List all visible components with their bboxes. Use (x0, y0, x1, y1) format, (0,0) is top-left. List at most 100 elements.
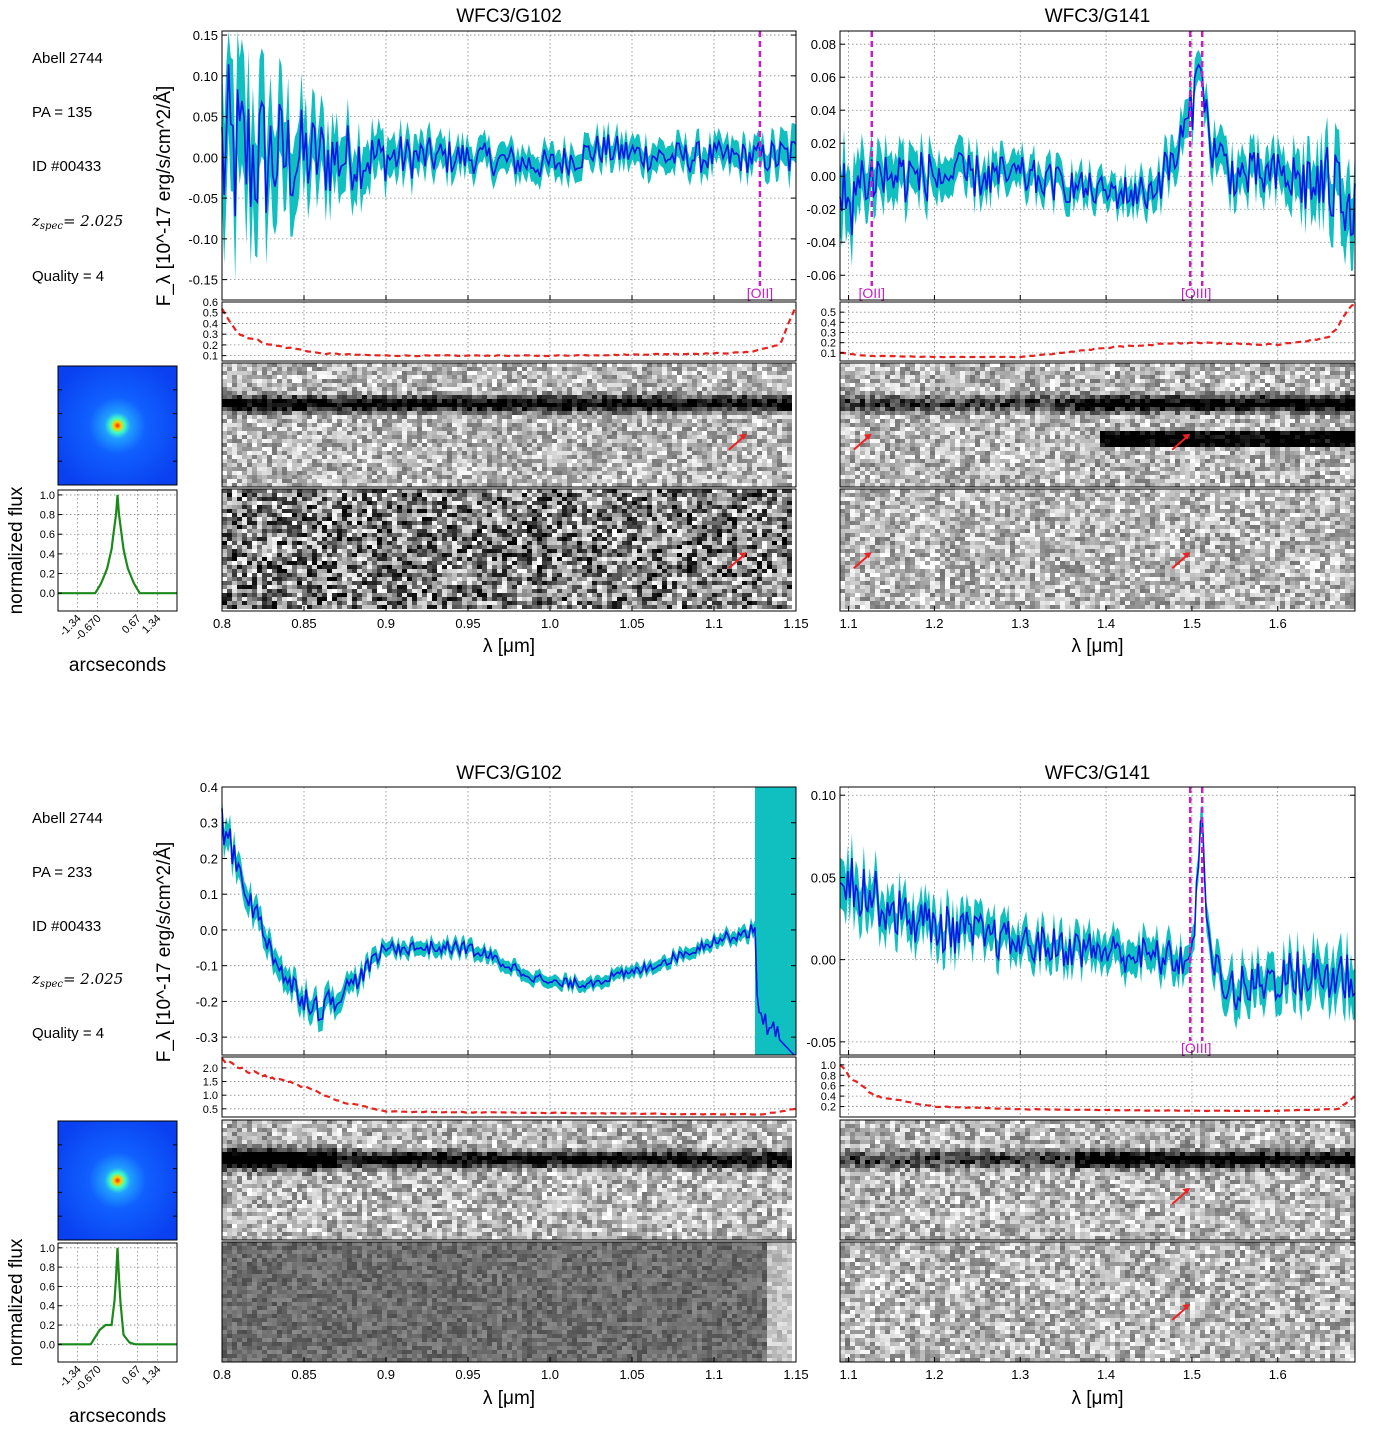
pixel (557, 479, 562, 483)
pixel (422, 513, 427, 517)
pixel (517, 419, 522, 423)
contam-tick-label: 0.4 (203, 318, 218, 330)
pixel (632, 431, 637, 435)
pixel (352, 471, 357, 475)
pixel (392, 541, 397, 545)
pixel (652, 537, 657, 541)
pixel (632, 407, 637, 411)
pixel (382, 459, 387, 463)
pixel (362, 443, 367, 447)
pixel (757, 415, 762, 419)
pixel (427, 463, 432, 467)
pixel (607, 375, 612, 379)
pixel (477, 367, 482, 371)
pixel (752, 395, 757, 399)
pixel (592, 459, 597, 463)
pixel (292, 537, 297, 541)
pixel (267, 443, 272, 447)
pixel (607, 383, 612, 387)
pixel (752, 509, 757, 513)
pixel (312, 435, 317, 439)
pixel (427, 367, 432, 371)
pixel (342, 447, 347, 451)
pixel (327, 387, 332, 391)
pixel (307, 517, 312, 521)
pixel (322, 501, 327, 505)
pixel (357, 505, 362, 509)
pixel (782, 505, 787, 509)
pixel (327, 403, 332, 407)
pixel (777, 447, 782, 451)
pixel (467, 407, 472, 411)
pixel (657, 451, 662, 455)
pixel (367, 537, 372, 541)
pixel (362, 533, 367, 537)
pixel (592, 537, 597, 541)
pixel (267, 513, 272, 517)
pixel (612, 371, 617, 375)
pixel (557, 443, 562, 447)
pixel (232, 411, 237, 415)
pixel (247, 537, 252, 541)
pixel (697, 505, 702, 509)
pixel (627, 447, 632, 451)
pixel (667, 517, 672, 521)
pixel (677, 513, 682, 517)
pixel (527, 463, 532, 467)
pixel (747, 443, 752, 447)
pixel (232, 451, 237, 455)
pixel (587, 447, 592, 451)
pixel (507, 505, 512, 509)
pixel (757, 517, 762, 521)
pixel (697, 419, 702, 423)
pixel (432, 451, 437, 455)
pixel (772, 497, 777, 501)
pixel (237, 475, 242, 479)
pixel (632, 383, 637, 387)
pixel (247, 375, 252, 379)
pixel (277, 411, 282, 415)
pixel (617, 493, 622, 497)
pixel (617, 395, 622, 399)
pixel (672, 443, 677, 447)
pixel (402, 451, 407, 455)
pixel (352, 395, 357, 399)
pixel (517, 463, 522, 467)
pixel (752, 439, 757, 443)
pixel (417, 443, 422, 447)
pixel (512, 497, 517, 501)
pixel (612, 411, 617, 415)
pixel (452, 419, 457, 423)
pixel (742, 447, 747, 451)
pixel (237, 529, 242, 533)
pixel (227, 383, 232, 387)
pixel (372, 533, 377, 537)
pixel (252, 471, 257, 475)
pixel (572, 363, 577, 367)
pixel (732, 363, 737, 367)
pixel (272, 513, 277, 517)
pixel (462, 529, 467, 533)
pixel (547, 521, 552, 525)
pixel (752, 451, 757, 455)
pixel (552, 521, 557, 525)
pixel (742, 517, 747, 521)
pixel (427, 497, 432, 501)
pixel (282, 467, 287, 471)
pixel (502, 525, 507, 529)
pixel (737, 447, 742, 451)
pixel (567, 383, 572, 387)
pixel (357, 489, 362, 493)
pixel (702, 423, 707, 427)
pixel (482, 375, 487, 379)
pixel (427, 375, 432, 379)
pixel (627, 509, 632, 513)
pixel (222, 459, 227, 463)
pixel (502, 533, 507, 537)
pixel (342, 451, 347, 455)
pixel (542, 435, 547, 439)
pixel (652, 375, 657, 379)
pixel (332, 509, 337, 513)
pixel (692, 479, 697, 483)
pixel (722, 379, 727, 383)
